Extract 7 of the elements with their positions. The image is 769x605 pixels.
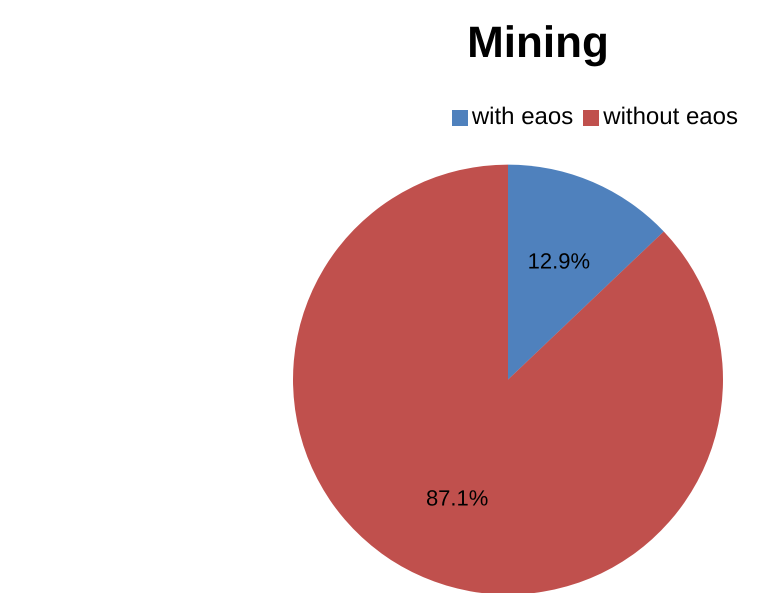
pie-slice [508, 164, 664, 380]
chart-title: Mining [466, 18, 610, 68]
data-label: 87.1% [426, 486, 488, 511]
data-label: 12.9% [528, 248, 590, 274]
pie-slice [293, 164, 723, 593]
legend-label: with eaos [472, 103, 574, 130]
legend-label: without eaos [603, 103, 738, 130]
